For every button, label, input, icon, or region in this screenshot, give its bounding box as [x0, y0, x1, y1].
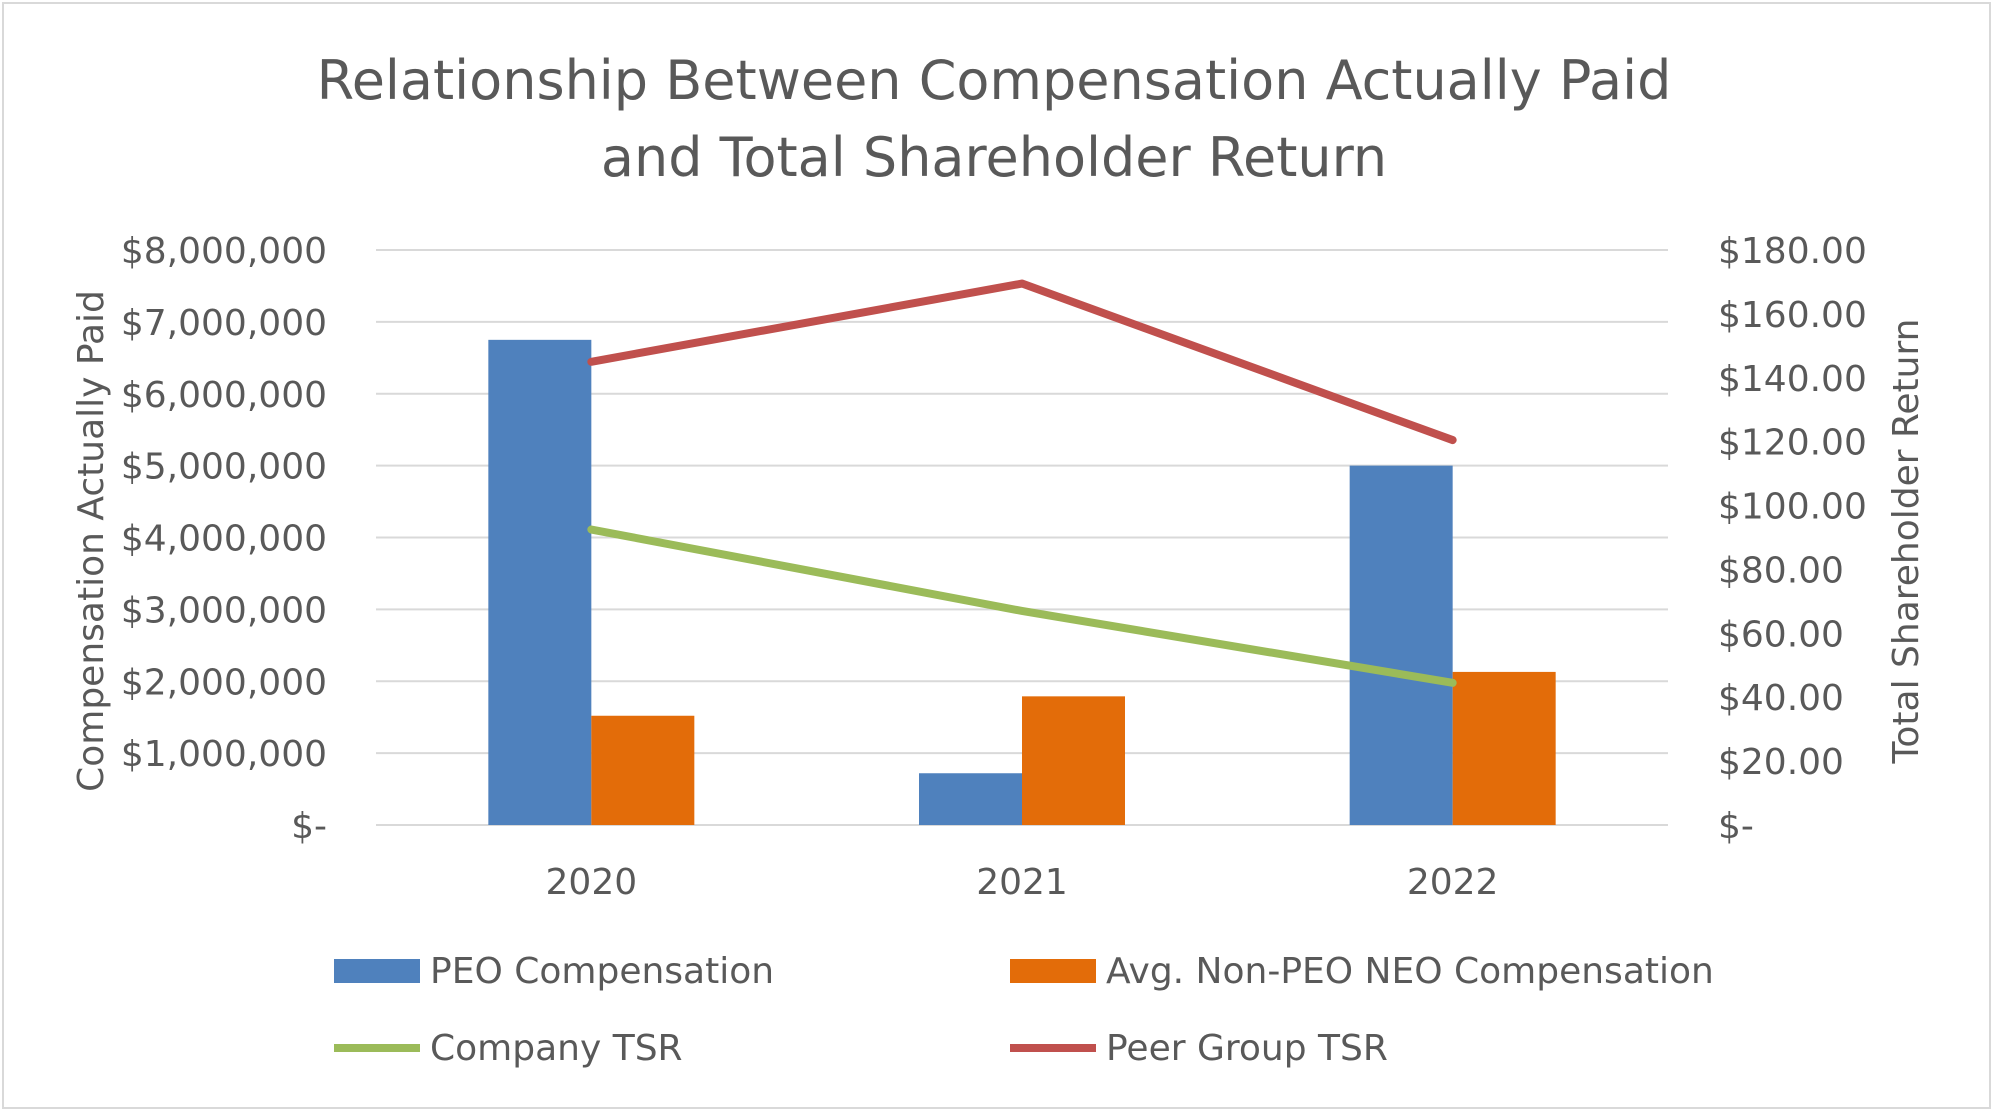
bar-peo-compensation-2020	[488, 339, 592, 825]
category-label: 2020	[546, 862, 638, 903]
chart-title-line-2: and Total Shareholder Return	[601, 126, 1387, 189]
chart-title-line-1: Relationship Between Compensation Actual…	[317, 49, 1672, 112]
legend-swatch-peo-compensation	[334, 959, 420, 983]
legend-swatch-avg-non-peo-neo-compensation	[1010, 959, 1096, 983]
right-axis-tick-label: $-	[1718, 806, 1754, 847]
right-axis-tick-label: $120.00	[1718, 423, 1867, 464]
category-label: 2021	[976, 862, 1068, 903]
bars	[488, 339, 1556, 825]
left-axis-tick-label: $3,000,000	[121, 590, 327, 631]
bar-avg-non-peo-neo-compensation-2020	[591, 715, 695, 825]
right-axis-tick-label: $80.00	[1718, 550, 1844, 591]
legend-label-company-tsr: Company TSR	[430, 1028, 683, 1069]
right-axis-tick-label: $160.00	[1718, 295, 1867, 336]
bar-avg-non-peo-neo-compensation-2022	[1452, 671, 1556, 825]
bar-peo-compensation-2022	[1349, 465, 1453, 825]
right-axis-tick-label: $140.00	[1718, 359, 1867, 400]
right-axis-tick-label: $60.00	[1718, 614, 1844, 655]
left-axis-title: Compensation Actually Paid	[71, 290, 112, 792]
lines	[587, 279, 1457, 687]
left-axis-tick-label: $8,000,000	[121, 231, 327, 272]
right-axis-tick-label: $100.00	[1718, 487, 1867, 528]
legend-label-peer-group-tsr: Peer Group TSR	[1106, 1028, 1388, 1069]
right-axis-tick-label: $40.00	[1718, 678, 1844, 719]
right-axis-ticks: $- $20.00 $40.00 $60.00 $80.00 $100.00 $120.00…	[1718, 231, 1867, 847]
legend-label-peo-compensation: PEO Compensation	[430, 951, 774, 992]
category-axis-labels: 2020 2021 2022	[546, 862, 1499, 903]
chart-title: Relationship Between Compensation Actual…	[317, 49, 1672, 189]
left-axis-tick-label: $1,000,000	[121, 734, 327, 775]
left-axis-tick-label: $2,000,000	[121, 662, 327, 703]
left-axis-tick-label: $6,000,000	[121, 375, 327, 416]
bar-peo-compensation-2021	[919, 773, 1022, 825]
left-axis-tick-label: $-	[291, 806, 327, 847]
line-peer-group-tsr	[587, 279, 1457, 445]
category-label: 2022	[1407, 862, 1499, 903]
legend: PEO Compensation Avg. Non-PEO NEO Compen…	[334, 951, 1714, 1069]
left-axis-tick-label: $4,000,000	[121, 519, 327, 560]
chart: Relationship Between Compensation Actual…	[71, 49, 1927, 1069]
left-axis-ticks: $- $1,000,000 $2,000,000 $3,000,000 $4,000,0…	[121, 231, 327, 847]
legend-label-avg-non-peo-neo-compensation: Avg. Non-PEO NEO Compensation	[1106, 951, 1714, 992]
bar-avg-non-peo-neo-compensation-2021	[1022, 696, 1125, 825]
right-axis-title: Total Shareholder Return	[1886, 319, 1927, 765]
left-axis-tick-label: $7,000,000	[121, 303, 327, 344]
line-company-tsr	[587, 525, 1457, 687]
right-axis-tick-label: $180.00	[1718, 231, 1867, 272]
left-axis-tick-label: $5,000,000	[121, 447, 327, 488]
right-axis-tick-label: $20.00	[1718, 742, 1844, 783]
